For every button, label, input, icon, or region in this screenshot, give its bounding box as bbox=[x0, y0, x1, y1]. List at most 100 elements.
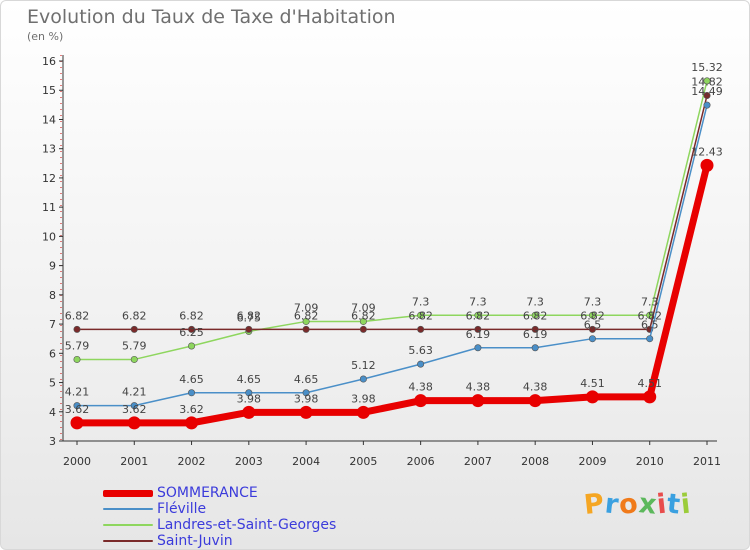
data-label: 6.82 bbox=[408, 309, 433, 322]
data-point bbox=[417, 311, 425, 319]
data-label: 4.65 bbox=[294, 373, 319, 386]
data-point bbox=[703, 91, 711, 99]
x-tick-label: 2006 bbox=[407, 455, 435, 468]
data-point bbox=[245, 325, 253, 333]
x-tick-label: 2002 bbox=[178, 455, 206, 468]
y-tick-label: 7 bbox=[49, 318, 56, 331]
data-label: 3.98 bbox=[351, 392, 376, 405]
x-tick-label: 2003 bbox=[235, 455, 263, 468]
data-label: 4.38 bbox=[523, 381, 548, 394]
data-point bbox=[474, 311, 482, 319]
data-point bbox=[185, 416, 199, 430]
legend-item: Landres-et-Saint-Georges bbox=[103, 517, 336, 533]
data-point bbox=[359, 375, 367, 383]
y-tick-label: 6 bbox=[49, 347, 56, 360]
data-label: 4.65 bbox=[237, 373, 262, 386]
data-label: 3.62 bbox=[179, 403, 204, 416]
legend-label: SOMMERANCE bbox=[157, 485, 258, 501]
y-tick-label: 4 bbox=[49, 406, 56, 419]
legend-item: Fléville bbox=[103, 501, 336, 517]
data-label: 7.09 bbox=[294, 301, 319, 314]
data-point bbox=[359, 317, 367, 325]
proxiti-logo: Proxiti bbox=[582, 488, 693, 521]
data-point bbox=[302, 389, 310, 397]
y-tick-label: 11 bbox=[42, 201, 56, 214]
data-label: 6.82 bbox=[580, 309, 605, 322]
legend-item: Saint-Juvin bbox=[103, 533, 336, 549]
data-label: 6.5 bbox=[641, 319, 659, 332]
data-point bbox=[531, 311, 539, 319]
data-label: 6.19 bbox=[523, 328, 548, 341]
data-label: 6.5 bbox=[584, 319, 602, 332]
series-line-3 bbox=[76, 94, 708, 331]
data-label: 6.82 bbox=[122, 309, 147, 322]
data-point bbox=[531, 344, 539, 352]
data-point bbox=[417, 325, 425, 333]
data-point bbox=[471, 394, 485, 408]
data-label: 4.38 bbox=[466, 381, 491, 394]
data-label: 3.62 bbox=[122, 403, 147, 416]
data-point bbox=[188, 325, 196, 333]
data-point bbox=[588, 335, 596, 343]
y-tick-label: 10 bbox=[42, 230, 56, 243]
data-label: 3.98 bbox=[237, 392, 262, 405]
data-label: 7.3 bbox=[469, 295, 487, 308]
data-point bbox=[703, 77, 711, 85]
data-point bbox=[299, 405, 313, 419]
x-tick-label: 2004 bbox=[292, 455, 320, 468]
series-line-2 bbox=[76, 80, 708, 361]
y-tick-label: 16 bbox=[42, 55, 56, 68]
data-point bbox=[359, 325, 367, 333]
data-point bbox=[700, 158, 714, 172]
chart-title: Evolution du Taux de Taxe d'Habitation bbox=[27, 6, 396, 28]
legend-label: Saint-Juvin bbox=[157, 533, 233, 549]
y-tick-label: 5 bbox=[49, 377, 56, 390]
data-label: 7.3 bbox=[584, 295, 602, 308]
data-point bbox=[531, 325, 539, 333]
data-point bbox=[73, 355, 81, 363]
data-label: 6.19 bbox=[466, 328, 491, 341]
data-point bbox=[70, 416, 84, 430]
y-tick-label: 15 bbox=[42, 84, 56, 97]
y-tick-label: 14 bbox=[42, 113, 56, 126]
data-label: 6.82 bbox=[523, 309, 548, 322]
data-point bbox=[528, 394, 542, 408]
data-point bbox=[242, 405, 256, 419]
x-tick-label: 2011 bbox=[693, 455, 721, 468]
data-point bbox=[130, 325, 138, 333]
data-point bbox=[188, 389, 196, 397]
data-label: 4.21 bbox=[65, 386, 90, 399]
x-tick-label: 2005 bbox=[349, 455, 377, 468]
legend-label: Fléville bbox=[157, 501, 207, 517]
legend-swatch bbox=[103, 489, 153, 497]
data-label: 12.43 bbox=[691, 145, 723, 158]
data-point bbox=[188, 342, 196, 350]
data-point bbox=[302, 325, 310, 333]
data-point bbox=[643, 390, 657, 404]
y-tick-label: 9 bbox=[49, 260, 56, 273]
x-tick-label: 2010 bbox=[636, 455, 664, 468]
data-label: 3.98 bbox=[294, 392, 319, 405]
data-label: 6.75 bbox=[237, 311, 262, 324]
data-label: 6.82 bbox=[466, 309, 491, 322]
data-label: 6.82 bbox=[237, 309, 262, 322]
legend-swatch bbox=[103, 524, 153, 526]
data-label: 5.79 bbox=[122, 339, 147, 352]
data-label: 5.12 bbox=[351, 359, 376, 372]
legend-label: Landres-et-Saint-Georges bbox=[157, 517, 337, 533]
data-label: 6.82 bbox=[65, 309, 90, 322]
data-label: 7.3 bbox=[526, 295, 544, 308]
data-point bbox=[130, 355, 138, 363]
data-label: 4.38 bbox=[408, 381, 433, 394]
data-point bbox=[588, 325, 596, 333]
data-label: 6.82 bbox=[179, 309, 204, 322]
data-point bbox=[245, 389, 253, 397]
legend: SOMMERANCE Fléville Landres-et-Saint-Georg… bbox=[103, 485, 336, 549]
data-point bbox=[414, 394, 428, 408]
data-label: 4.51 bbox=[637, 377, 662, 390]
data-label: 7.3 bbox=[641, 295, 659, 308]
data-label: 6.25 bbox=[179, 326, 204, 339]
data-label: 4.65 bbox=[179, 373, 204, 386]
legend-item: SOMMERANCE bbox=[103, 485, 336, 501]
